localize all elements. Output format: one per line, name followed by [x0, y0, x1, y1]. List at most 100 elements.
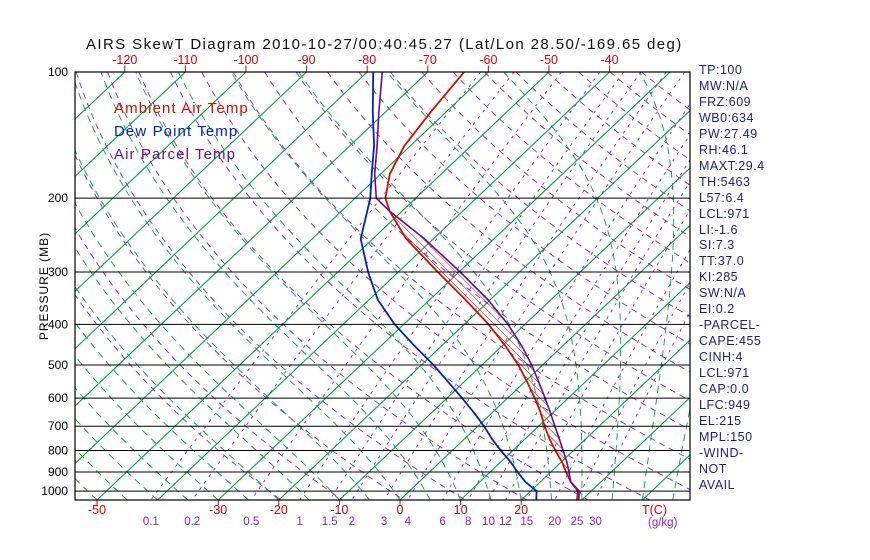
dry-adiabat-line [169, 72, 650, 500]
mixing-ratio-line [595, 311, 690, 500]
dry-adiabat-line [138, 72, 589, 500]
stat-line: TH:5463 [699, 174, 751, 189]
temp-top-tick-label: -120 [112, 53, 137, 67]
mixing-ratio-tick-label: 15 [520, 516, 533, 528]
moist-adiabat-line [177, 72, 492, 500]
mixing-ratio-tick-label: 2 [349, 516, 355, 528]
temp-top-tick-label: -50 [540, 53, 558, 67]
mixing-ratio-line [250, 72, 562, 500]
stat-line: SW:N/A [699, 286, 747, 301]
pressure-tick-label: 900 [48, 465, 68, 479]
pressure-axis-label: PRESSURE (MB) [37, 231, 51, 341]
stat-line: LCL:971 [699, 366, 750, 381]
temp-top-tick-label: -60 [479, 53, 497, 67]
mixing-ratio-line [150, 72, 482, 500]
stat-line: MW:N/A [699, 78, 749, 93]
mixing-ratio-tick-label: 12 [499, 516, 512, 528]
legend-dew-point-temp: Dew Point Temp [114, 123, 239, 140]
stat-line: WB0:634 [699, 110, 754, 125]
mixing-ratio-tick-label: 3 [381, 516, 387, 528]
chart-title: AIRS SkewT Diagram 2010-10-27/00:40:45.2… [86, 36, 683, 53]
temp-top-tick-label: -110 [173, 53, 197, 67]
plot-area [0, 72, 690, 500]
pressure-tick-label: 700 [48, 419, 68, 433]
temp-bottom-tick-label: 0 [397, 503, 404, 517]
stat-line: KI:285 [699, 270, 739, 285]
isotherm-line [75, 72, 489, 465]
stats-panel: TP:100 MW:N/A FRZ:609 WB0:634 PW:27.49 RH:46.… [699, 63, 867, 494]
temp-top-tick-label: -80 [358, 53, 376, 67]
stat-line: EL:215 [699, 413, 742, 428]
stat-line: -PARCEL- [699, 318, 761, 333]
plot-frame [74, 71, 691, 501]
stat-line: LI:-1.6 [699, 222, 738, 237]
pressure-tick-label: 300 [48, 265, 68, 279]
temp-bottom-tick-label: -50 [88, 503, 106, 517]
isotherm-line [75, 72, 126, 120]
moist-adiabat-line [0, 72, 67, 500]
mixing-ratio-line [299, 72, 601, 500]
stat-line: -WIND- [699, 445, 744, 460]
dry-adiabat-line [107, 72, 528, 500]
legend-air-parcel-temp: Air Parcel Temp [114, 146, 237, 163]
mixing-ratio-line [407, 72, 686, 500]
isotherm-line [460, 282, 690, 500]
moist-adiabat-line [672, 406, 690, 500]
dry-adiabat-line [578, 72, 690, 161]
pressure-tick-label: 200 [48, 191, 68, 205]
mixing-ratio-tick-label: 20 [548, 516, 561, 528]
isotherm-line [75, 72, 247, 235]
dew-point-temp-curve [359, 72, 538, 500]
isotherm-line [0, 72, 4, 500]
pressure-tick-label: 100 [48, 65, 68, 79]
temp-bottom-tick-label: 20 [514, 503, 528, 517]
dry-adiabat-line [75, 293, 282, 500]
stat-line: CINH:4 [699, 350, 743, 365]
mixing-ratio-line [554, 248, 690, 500]
moist-adiabat-line [75, 448, 128, 500]
dry-adiabat-line [546, 72, 690, 186]
isotherm-line [339, 167, 690, 500]
dry-adiabat-line [452, 72, 690, 264]
stat-line: AVAIL [699, 477, 736, 492]
dry-adiabat-line [295, 72, 690, 402]
mixing-ratio-tick-label: 25 [571, 516, 584, 528]
mixing-ratio-line [505, 180, 690, 500]
dry-adiabat-line [421, 72, 690, 291]
legend: Ambient Air Temp Dew Point Temp Air Parc… [114, 97, 249, 166]
dry-adiabat-line [389, 72, 690, 318]
temp-bottom-tick-label: -20 [270, 503, 288, 517]
dry-adiabat-line [232, 72, 690, 460]
mixing-ratio-line [191, 72, 515, 500]
pressure-tick-label: 500 [48, 358, 68, 372]
isotherm-line [399, 224, 690, 500]
mixing-ratio-tick-label: 1.5 [322, 516, 338, 528]
isotherm-line [581, 396, 690, 500]
moist-adiabat-line [100, 72, 431, 500]
mixing-ratio-tick-label: 6 [439, 516, 445, 528]
pressure-tick-label: 1000 [41, 484, 68, 498]
temp-top-tick-label: -90 [298, 53, 316, 67]
mixing-ratio-tick-label: 4 [405, 516, 412, 528]
dry-adiabat-line [75, 72, 466, 500]
mixing-ratio-tick-label: 0.5 [243, 516, 259, 528]
isotherm-line [75, 72, 429, 407]
temp-bottom-tick-label: 10 [454, 503, 468, 517]
stat-line: CAPE:455 [699, 334, 762, 349]
stat-line: LFC:949 [699, 398, 751, 413]
mixing-unit-label: (g/kg) [648, 517, 678, 529]
dry-adiabat-line [75, 153, 405, 500]
isotherm-line [0, 72, 64, 500]
moist-adiabat-line [230, 72, 522, 500]
stat-line: TP:100 [699, 63, 743, 77]
stat-line: NOT [699, 461, 727, 476]
temp-bottom-tick-label: -10 [330, 503, 348, 517]
dry-adiabat-line [201, 72, 690, 490]
pressure-tick-label: 600 [48, 391, 68, 405]
stat-line: L57:6.4 [699, 190, 745, 205]
pressure-tick-label: 400 [48, 317, 68, 331]
mixing-ratio-tick-label: 10 [482, 516, 495, 528]
stat-line: RH:46.1 [699, 142, 749, 157]
temp-top-tick-label: -70 [419, 53, 437, 67]
